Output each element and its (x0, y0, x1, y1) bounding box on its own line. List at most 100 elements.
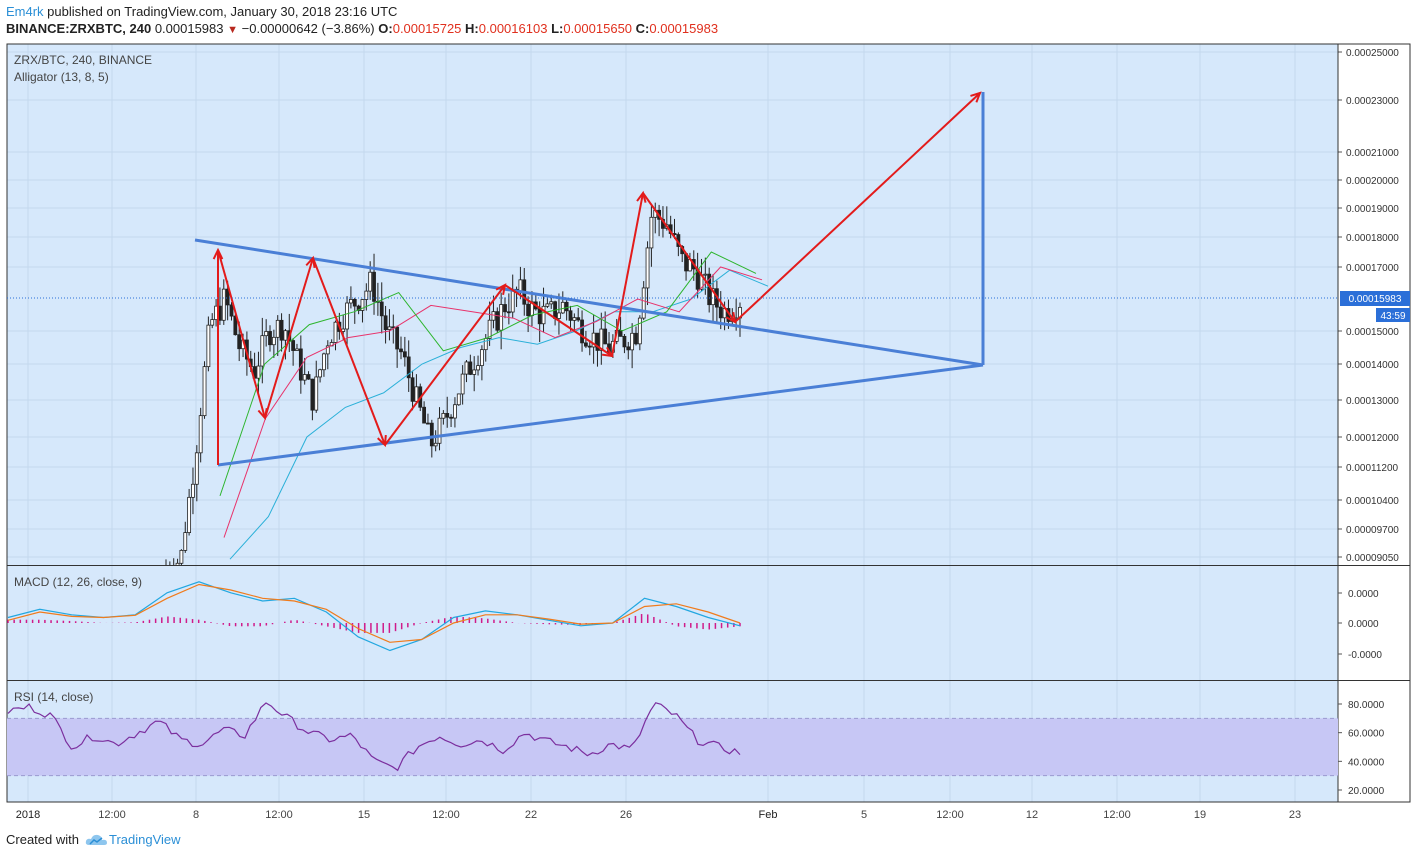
time-tick-label: 26 (620, 809, 632, 821)
candle-body (456, 393, 461, 406)
candle-body (645, 247, 650, 289)
candle-body (580, 319, 584, 344)
candle-body (191, 483, 195, 498)
countdown-badge (1376, 308, 1410, 322)
price-tick-label: 0.00009700 (1346, 525, 1399, 536)
candle-body (356, 305, 361, 311)
candle-body (595, 332, 600, 351)
wave-arrow-line (217, 249, 266, 419)
rsi-line (7, 702, 741, 772)
candle-body (487, 319, 492, 339)
open-value: 0.00015725 (392, 21, 462, 36)
candle-body (426, 422, 430, 425)
candle-body (225, 288, 230, 306)
candle-body (318, 369, 322, 378)
time-tick-label: 15 (358, 809, 370, 821)
candle-body (322, 353, 326, 371)
candle-body (445, 413, 450, 418)
candle-body (233, 315, 238, 336)
time-tick-label: 22 (525, 809, 537, 821)
price-tick-label: 0.00025000 (1346, 48, 1399, 59)
tradingview-logo-link[interactable]: TradingView (85, 832, 181, 847)
candle-body (634, 332, 638, 345)
upper-trendline (194, 238, 984, 367)
open-label: O: (378, 21, 393, 36)
candle-body (368, 271, 373, 292)
last-price-label: 0.00015983 (1349, 294, 1402, 305)
price-tick-label: 0.00017000 (1346, 263, 1399, 274)
time-tick-label: 12:00 (1103, 809, 1131, 821)
candle-body (441, 413, 446, 419)
candle-body (402, 351, 407, 358)
price-tick-label: 0.00012000 (1346, 433, 1399, 444)
candle-body (202, 366, 207, 417)
price-tick-label: 0.00018000 (1346, 233, 1399, 244)
price-tick-label: 0.00013000 (1346, 396, 1399, 407)
arrow-head (970, 91, 982, 103)
candle-body (237, 334, 242, 350)
candle-body (491, 311, 496, 321)
time-tick-label: 8 (193, 809, 199, 821)
rsi-legend: RSI (14, close) (14, 690, 93, 704)
candle-body (183, 532, 188, 551)
candle-body (179, 549, 184, 564)
time-tick-label: 12 (1026, 809, 1038, 821)
candle-body (310, 378, 315, 411)
created-with-label: Created with (6, 832, 79, 847)
candle-body (221, 288, 226, 321)
tradingview-brand: TradingView (108, 832, 181, 847)
candle-body (479, 349, 484, 367)
time-tick-label: 5 (861, 809, 867, 821)
candle-body (364, 290, 369, 300)
footer: Created with TradingView (6, 832, 181, 847)
time-tick-label: Feb (759, 809, 778, 821)
candle-body (264, 331, 269, 337)
candle-body (314, 376, 319, 411)
candle-body (649, 216, 654, 249)
candle-body (549, 301, 554, 305)
candle-body (260, 335, 265, 367)
time-tick-label: 19 (1194, 809, 1206, 821)
candle-body (206, 324, 211, 368)
publish-info: published on TradingView.com, January 30… (43, 4, 398, 19)
time-tick-label: 2018 (16, 809, 40, 821)
candle-body (711, 288, 715, 306)
author-link[interactable]: Em4rk (6, 4, 44, 19)
time-axis-area (7, 802, 1410, 826)
candle-body (541, 305, 546, 325)
candle-body (630, 332, 635, 351)
candle-body (372, 271, 376, 302)
candle-body (437, 417, 442, 444)
rsi-tick-label: 20.0000 (1348, 786, 1385, 797)
candle-body (271, 336, 276, 346)
price-change: −0.00000642 (−3.86%) (241, 21, 375, 36)
candle-body (718, 306, 723, 319)
candle-body (499, 304, 504, 331)
price-tick-label: 0.00009050 (1346, 553, 1399, 564)
wave-arrow-line (734, 92, 981, 323)
candle-body (302, 374, 307, 381)
candle-body (483, 338, 488, 351)
price-tick-label: 0.00011200 (1346, 463, 1399, 474)
candle-body (349, 299, 353, 304)
candle-body (333, 321, 338, 343)
time-tick-label: 12:00 (265, 809, 293, 821)
signal-line (7, 583, 741, 643)
macd-tick-label: -0.0000 (1348, 650, 1382, 661)
wave-arrow-line (611, 192, 644, 357)
wave-arrows (212, 91, 982, 465)
candle-body (587, 345, 592, 348)
price-tick-label: 0.00020000 (1346, 176, 1399, 187)
candle-body (506, 311, 511, 314)
wave-arrow-line (264, 257, 314, 419)
candle-body (256, 365, 261, 379)
lower-trendline (217, 363, 984, 467)
candle-body (510, 288, 515, 313)
rsi-tick-label: 80.0000 (1348, 700, 1385, 711)
candle-body (275, 319, 280, 338)
symbol-label: BINANCE:ZRXBTC, 240 (6, 21, 152, 36)
time-tick-label: 12:00 (432, 809, 460, 821)
wave-arrow-line (384, 284, 506, 446)
candle-body (495, 311, 500, 331)
